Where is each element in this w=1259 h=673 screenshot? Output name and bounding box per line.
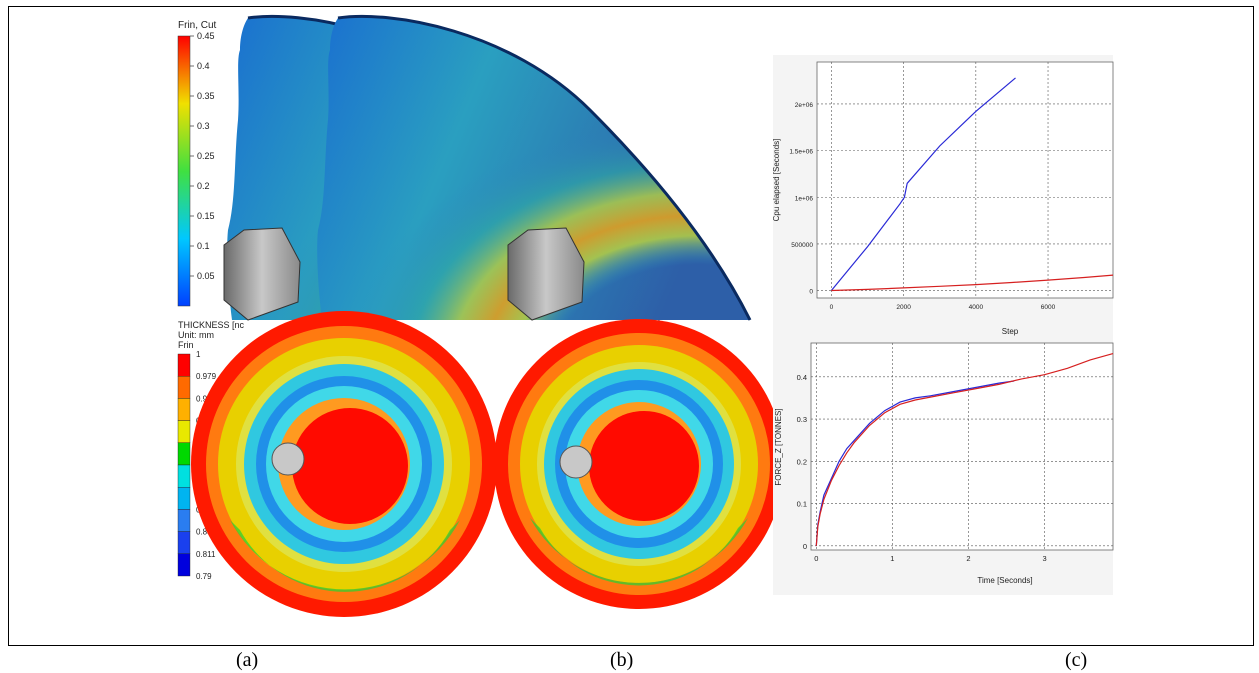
x-tick-label: 1 xyxy=(890,554,894,563)
series-line-1 xyxy=(815,353,1114,546)
y-tick-label: 500000 xyxy=(791,242,813,249)
thickness-legend-swatch xyxy=(177,420,191,444)
disk-b xyxy=(494,319,784,609)
x-tick-label: 0 xyxy=(814,554,818,563)
y-tick-label: 0.4 xyxy=(797,373,807,382)
thickness-legend-swatch xyxy=(177,442,191,466)
x-tick-label: 0 xyxy=(830,304,834,311)
thickness-legend-swatch xyxy=(177,509,191,532)
strain-legend-tick-label: 0.35 xyxy=(197,91,215,101)
panel-label-a: (a) xyxy=(236,649,259,671)
thickness-legend-tick-label: 0.832 xyxy=(196,528,217,537)
series-line-0 xyxy=(830,77,1016,291)
thickness-legend-title: THICKNESS [nc xyxy=(178,320,245,330)
x-tick-label: 6000 xyxy=(1041,304,1056,311)
thickness-legend-unit: Unit: mm xyxy=(178,330,214,340)
thickness-legend-swatch xyxy=(177,464,191,488)
y-tick-label: 0 xyxy=(809,289,813,296)
disk-a xyxy=(191,311,497,617)
y-tick-label: 1e+06 xyxy=(795,195,814,202)
thickness-legend-swatch xyxy=(177,487,191,510)
thickness-legend-swatch xyxy=(177,376,191,399)
series-line-1 xyxy=(831,274,1114,292)
thickness-legend-tick-label: 0.811 xyxy=(196,550,216,559)
panel-label-c: (c) xyxy=(1065,649,1088,671)
thickness-legend-subtitle: Frin xyxy=(178,340,194,350)
series-line-0 xyxy=(815,380,1015,546)
thickness-legend-tick-label: 0.979 xyxy=(196,372,217,381)
strain-legend-tick-label: 0.2 xyxy=(197,181,210,191)
thickness-legend-tick-label: 1 xyxy=(196,350,201,359)
strain-colorbar xyxy=(177,35,191,307)
tool-a xyxy=(223,227,301,321)
x-tick-label: 4000 xyxy=(969,304,984,311)
y-tick-label: 0.3 xyxy=(797,415,807,424)
panel-label-b: (b) xyxy=(610,649,634,671)
cpu-chart-ylabel: Cpu elapsed [Seconds] xyxy=(772,139,781,222)
y-tick-label: 2e+06 xyxy=(795,102,814,109)
strain-legend-tick-label: 0.15 xyxy=(197,211,215,221)
force-chart: 0 1 2 3 0 0.1 0.2 0.3 0.4 Time [Seconds] FORCE_Z… xyxy=(773,340,1114,595)
thickness-legend-swatch xyxy=(177,531,191,554)
tool-b xyxy=(507,227,585,321)
strain-legend-tick-label: 0.1 xyxy=(197,241,210,251)
strain-legend: Frin, Cut 0.45 0.4 0.35 0.3 0.25 0.2 0.15 0.1 0.… xyxy=(177,20,217,307)
strain-legend-tick-label: 0.4 xyxy=(197,61,210,71)
strain-legend-tick-label: 0.25 xyxy=(197,151,215,161)
y-tick-label: 0 xyxy=(803,542,807,551)
x-tick-label: 3 xyxy=(1042,554,1046,563)
force-chart-xlabel: Time [Seconds] xyxy=(977,576,1032,585)
strain-legend-tick-label: 0.45 xyxy=(197,31,215,41)
force-chart-ylabel: FORCE_Z [TONNES] xyxy=(774,408,783,485)
cpu-chart-xlabel: Step xyxy=(1002,327,1019,336)
strain-legend-tick-label: 0.3 xyxy=(197,121,210,131)
x-tick-label: 2 xyxy=(966,554,970,563)
cpu-chart: 0 2000 4000 6000 0 500000 1e+06 1.5e+06 2e+06 St… xyxy=(772,55,1114,340)
y-tick-label: 0.1 xyxy=(797,500,807,509)
dome-b xyxy=(317,14,752,321)
thickness-legend-swatch xyxy=(177,353,191,377)
y-tick-label: 0.2 xyxy=(797,457,807,466)
thickness-legend-swatch xyxy=(177,398,191,421)
strain-legend-title: Frin, Cut xyxy=(178,20,217,31)
thickness-legend-tick-label: 0.79 xyxy=(196,572,212,581)
x-tick-label: 2000 xyxy=(896,304,911,311)
thickness-legend-swatch xyxy=(177,553,191,577)
strain-legend-tick-label: 0.05 xyxy=(197,271,215,281)
y-tick-label: 1.5e+06 xyxy=(789,149,813,156)
